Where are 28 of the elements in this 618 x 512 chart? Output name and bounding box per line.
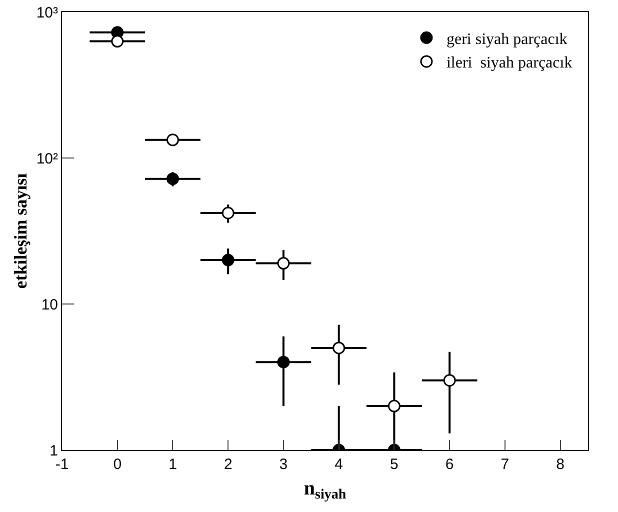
y-axis-title: etkileşim sayısı xyxy=(10,173,31,289)
point xyxy=(332,342,346,354)
x-tick-label: 2 xyxy=(224,456,232,473)
x-tick-label: 1 xyxy=(168,456,177,473)
point xyxy=(222,254,234,266)
x-tick-label: 6 xyxy=(445,456,454,473)
x-tick-label: -1 xyxy=(55,456,69,473)
point xyxy=(443,374,456,387)
x-tick-label: 8 xyxy=(556,456,564,473)
point xyxy=(277,356,290,368)
legend-label: ileri siyah parçacık xyxy=(446,54,572,72)
x-tick-label: 7 xyxy=(500,456,510,473)
point xyxy=(388,400,400,412)
y-tick-label: 10² xyxy=(36,150,58,168)
x-tick-label: 4 xyxy=(334,456,344,473)
point xyxy=(166,134,179,146)
legend-label: geri siyah parçacık xyxy=(446,30,568,48)
x-tick-label: 5 xyxy=(390,456,398,473)
point xyxy=(222,206,234,220)
y-tick-label: 1 xyxy=(50,442,58,460)
x-axis-title: n$_{siyah}$ xyxy=(304,478,346,503)
y-tick-label: 10³ xyxy=(36,4,58,22)
y-tick-label: 10 xyxy=(41,296,58,314)
point xyxy=(111,35,124,48)
x-tick-label: 3 xyxy=(279,456,288,473)
point xyxy=(277,257,290,270)
x-tick-label: 0 xyxy=(113,456,122,473)
point xyxy=(166,172,179,186)
